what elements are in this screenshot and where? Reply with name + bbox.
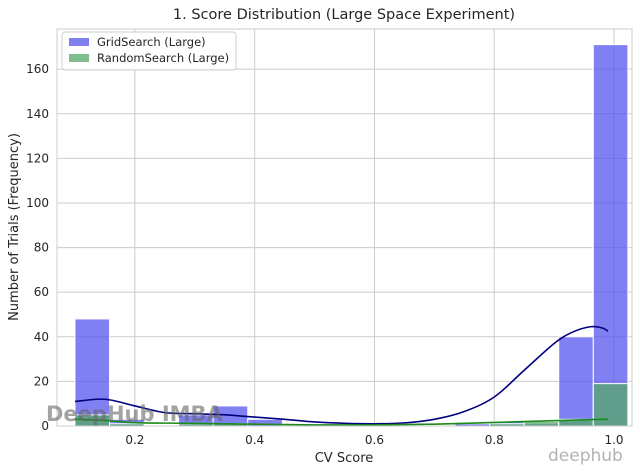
y-gridlines [57,68,632,427]
y-tick-label: 20 [34,374,49,388]
x-tick-label: 0.8 [485,433,504,447]
y-tick-label: 120 [26,151,49,165]
x-tick-labels: 0.2 0.4 0.6 0.8 1.0 [125,433,623,447]
histogram-bar [523,421,560,427]
x-gridlines [134,29,615,426]
y-tick-label: 40 [34,330,49,344]
histogram-bar [592,44,629,427]
legend-swatch-gridsearch [69,38,89,46]
x-tick-label: 0.2 [125,433,144,447]
y-tick-label: 0 [41,419,49,433]
y-tick-label: 80 [34,241,49,255]
x-tick-label: 0.6 [365,433,384,447]
legend-label-gridsearch: GridSearch (Large) [97,35,206,49]
kde-line-1 [74,418,609,426]
kde-line-0 [74,325,609,425]
legend-box [61,31,237,71]
plot-frame [56,28,633,427]
y-tick-label: 160 [26,62,49,76]
y-tick-label: 100 [26,196,49,210]
y-tick-label: 140 [26,107,49,121]
x-axis-label: CV Score [315,451,374,466]
kde-curves [74,325,609,426]
legend: GridSearch (Large) RandomSearch (Large) [61,31,237,71]
watermark-deephub-imba: DeepHub IMBA [46,402,224,426]
watermark-deephub: deephub [548,446,623,466]
chart-title: 1. Score Distribution (Large Space Exper… [173,7,515,23]
legend-label-randomsearch: RandomSearch (Large) [97,51,229,65]
legend-swatch-randomsearch [69,54,89,62]
y-tick-labels: 0 20 40 60 80 100 120 140 160 [26,62,49,433]
histogram-bar [74,318,111,427]
x-tick-label: 0.4 [245,433,264,447]
x-tick-label: 1.0 [604,433,623,447]
y-axis-label: Number of Trials (Frequency) [7,133,22,321]
y-tick-label: 60 [34,285,49,299]
histogram-bar [558,336,594,427]
